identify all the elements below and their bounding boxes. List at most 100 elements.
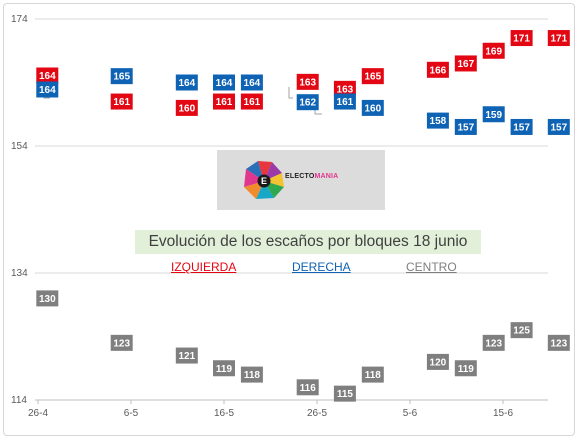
svg-text:162: 162: [299, 98, 316, 109]
data-label-centro: 123: [547, 334, 570, 351]
svg-text:165: 165: [364, 72, 381, 83]
svg-text:130: 130: [39, 294, 56, 305]
data-label-derecha: 159: [482, 106, 505, 123]
svg-text:171: 171: [513, 34, 530, 45]
x-axis-ticks: 26-4 6-5 16-5 26-5 5-6 15-6: [28, 400, 513, 419]
data-label-centro: 123: [482, 334, 505, 351]
svg-text:171: 171: [550, 34, 567, 45]
data-label-izquierda: 171: [510, 30, 533, 47]
svg-text:118: 118: [365, 370, 382, 381]
svg-text:159: 159: [485, 110, 502, 121]
data-label-izquierda: 161: [240, 93, 263, 110]
data-label-centro: 125: [510, 322, 533, 339]
leader-line: [288, 87, 293, 99]
svg-text:157: 157: [550, 122, 567, 133]
y-tick-label: 154: [11, 141, 28, 152]
x-tick-label: 6-5: [124, 408, 139, 419]
data-label-centro: 130: [36, 290, 59, 307]
svg-text:166: 166: [430, 65, 447, 76]
svg-text:165: 165: [113, 72, 130, 83]
data-label-derecha: 157: [547, 118, 570, 135]
svg-text:115: 115: [337, 389, 354, 400]
svg-text:118: 118: [244, 370, 261, 381]
svg-text:123: 123: [550, 338, 567, 349]
data-label-izquierda: 165: [361, 68, 384, 85]
data-label-derecha: 164: [240, 74, 263, 91]
svg-text:157: 157: [513, 122, 530, 133]
data-label-derecha: 157: [510, 118, 533, 135]
data-label-centro: 123: [110, 334, 133, 351]
data-label-izquierda: 160: [175, 99, 198, 116]
data-label-centro: 119: [213, 360, 235, 377]
data-label-centro: 118: [240, 366, 263, 383]
data-label-centro: 115: [333, 385, 356, 402]
data-label-izquierda: 161: [213, 93, 235, 110]
svg-text:158: 158: [430, 116, 447, 127]
svg-text:116: 116: [300, 383, 317, 394]
data-label-derecha: 158: [426, 112, 449, 129]
svg-text:119: 119: [458, 364, 475, 375]
x-tick-label: 5-6: [403, 408, 418, 419]
svg-text:164: 164: [178, 78, 195, 89]
data-label-izquierda: 167: [454, 55, 477, 72]
svg-text:164: 164: [39, 71, 56, 82]
y-tick-label: 134: [11, 268, 28, 279]
electomania-logo-icon: E: [244, 161, 284, 199]
data-label-izquierda: 171: [547, 30, 570, 47]
svg-text:163: 163: [337, 84, 354, 95]
svg-text:125: 125: [513, 326, 530, 337]
data-label-centro: 118: [361, 366, 384, 383]
svg-text:161: 161: [337, 97, 354, 108]
data-label-derecha: 161: [333, 93, 356, 110]
data-label-centro: 116: [296, 379, 319, 396]
data-label-izquierda: 164: [36, 67, 59, 84]
logo-panel: E ELECTOMANIA: [217, 150, 385, 210]
data-label-izquierda: 163: [296, 73, 319, 90]
chart-title: Evolución de los escaños por bloques 18 …: [135, 230, 481, 254]
data-label-izquierda: 169: [482, 42, 505, 59]
data-label-derecha: 165: [110, 68, 133, 85]
data-label-izquierda: 163: [333, 80, 356, 97]
svg-text:160: 160: [178, 103, 195, 114]
svg-text:167: 167: [457, 59, 474, 70]
data-label-centro: 121: [175, 347, 198, 364]
legend-derecha: DERECHA: [292, 260, 351, 274]
x-tick-label: 26-5: [307, 408, 327, 419]
data-label-derecha: 164: [36, 81, 59, 98]
svg-text:157: 157: [457, 122, 474, 133]
data-label-derecha: 160: [361, 99, 384, 116]
svg-text:161: 161: [216, 97, 233, 108]
data-label-derecha: 157: [454, 118, 477, 135]
svg-text:123: 123: [485, 338, 502, 349]
data-label-derecha: 164: [175, 74, 198, 91]
legend-centro: CENTRO: [406, 260, 457, 274]
data-label-centro: 119: [454, 360, 477, 377]
x-tick-label: 15-6: [493, 408, 513, 419]
y-tick-label: 174: [11, 14, 28, 25]
data-labels: 164 161 160 161 161 163 163 165 166 167 169 171 171 1…: [36, 30, 570, 402]
logo-wordmark: ELECTOMANIA: [285, 173, 339, 180]
svg-text:123: 123: [113, 338, 130, 349]
data-label-centro: 120: [426, 353, 449, 370]
svg-text:160: 160: [364, 103, 381, 114]
svg-text:E: E: [261, 176, 267, 186]
chart-frame: [3, 3, 575, 436]
gridlines: [35, 18, 548, 401]
svg-text:119: 119: [216, 364, 233, 375]
svg-text:121: 121: [178, 351, 195, 362]
svg-text:120: 120: [430, 357, 447, 368]
legend-izquierda: IZQUIERDA: [171, 260, 237, 274]
x-tick-label: 16-5: [214, 408, 234, 419]
data-label-izquierda: 166: [426, 61, 449, 78]
y-tick-label: 114: [11, 395, 27, 406]
data-label-derecha: 162: [296, 94, 319, 111]
svg-text:169: 169: [485, 46, 502, 57]
svg-text:163: 163: [299, 77, 316, 88]
data-label-derecha: 164: [213, 74, 235, 91]
x-tick-label: 26-4: [28, 408, 48, 419]
data-label-izquierda: 161: [110, 93, 133, 110]
svg-text:164: 164: [39, 85, 56, 96]
svg-text:161: 161: [244, 97, 261, 108]
svg-text:161: 161: [113, 97, 130, 108]
